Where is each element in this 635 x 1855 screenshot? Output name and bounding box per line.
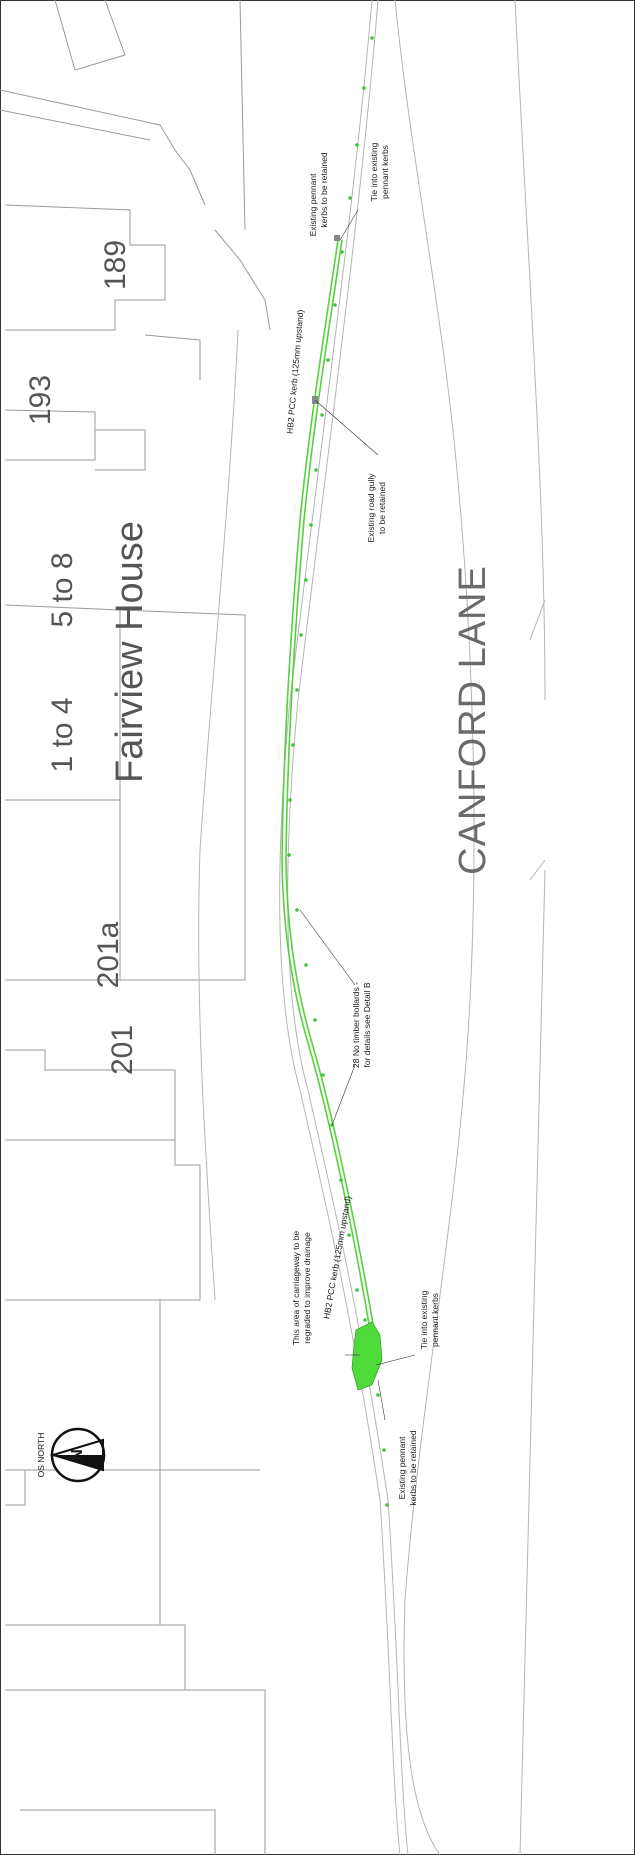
building-5to8-label: 5 to 8 — [46, 552, 79, 627]
tie-bottom-line1: Tie into existing — [419, 1290, 429, 1349]
bollard — [370, 36, 374, 40]
bollard — [313, 1018, 317, 1022]
building-189-label: 189 — [99, 240, 132, 290]
bollard — [340, 250, 344, 254]
bollards-line2: for details see Detail B — [362, 982, 372, 1067]
bollard — [355, 1288, 359, 1292]
bollard — [321, 1073, 325, 1077]
regrade-line2: regraded to improve drainage — [302, 1232, 312, 1344]
annotations: Existing pennant kerbs to be retained Ti… — [285, 142, 440, 1505]
bollard — [382, 1448, 386, 1452]
bollard — [376, 1393, 380, 1397]
bollard — [326, 358, 330, 362]
bollard — [314, 468, 318, 472]
road-name-label: CANFORD LANE — [452, 565, 494, 875]
bollard — [385, 1503, 389, 1507]
regrade-line1: This area of carriageway to be — [291, 1231, 301, 1346]
bollard — [304, 963, 308, 967]
building-1to4-label: 1 to 4 — [46, 697, 79, 772]
bollard — [295, 688, 299, 692]
hb2-kerb-top-label: HB2 PCC kerb (125mm upstand) — [285, 309, 306, 434]
regrade-area — [351, 1321, 383, 1391]
bollard — [347, 1233, 351, 1237]
building-193-label: 193 — [24, 375, 57, 425]
bollard — [333, 303, 337, 307]
bollard — [363, 1318, 367, 1322]
building-201-label: 201 — [106, 1025, 139, 1075]
bollard — [291, 743, 295, 747]
bollards-line1: 28 No timber bollards - — [351, 982, 361, 1068]
leader-lines — [299, 209, 416, 1421]
existing-kerbs-top-line1: Existing pennant — [308, 173, 318, 236]
building-201a-label: 201a — [92, 921, 125, 988]
north-letter: N — [69, 1449, 86, 1461]
gully-line2: to be retained — [377, 482, 387, 534]
tie-bottom-line2: pennant kerbs — [430, 1293, 440, 1347]
tie-top-line2: pennant kerbs — [380, 145, 390, 199]
os-north-label: OS NORTH — [36, 1433, 46, 1478]
fairview-house-label: Fairview House — [109, 521, 151, 783]
bollard — [348, 196, 352, 200]
gully-line1: Existing road gully — [366, 473, 376, 543]
new-kerb-line — [281, 235, 383, 1391]
bollard — [320, 413, 324, 417]
bollard — [355, 143, 359, 147]
bollard — [287, 853, 291, 857]
existing-kerbs-bottom-line1: Existing pennant — [397, 1436, 407, 1499]
existing-kerbs-bottom-line2: kerbs to be retained — [408, 1430, 418, 1505]
bollard — [304, 578, 308, 582]
timber-bollards — [287, 36, 389, 1507]
bollard — [295, 908, 299, 912]
existing-kerbs-top-line2: kerbs to be retained — [319, 152, 329, 227]
tie-top-line1: Tie into existing — [369, 142, 379, 201]
bollard — [339, 1178, 343, 1182]
bollard — [309, 523, 313, 527]
north-arrow: N OS NORTH — [36, 1427, 106, 1483]
building-outlines — [0, 0, 271, 1855]
bollard — [362, 86, 366, 90]
road-edges — [198, 0, 546, 1855]
bollard — [299, 633, 303, 637]
hb2-kerb-bottom-label: HB2 PCC kerb (125mm upstand) — [321, 1195, 353, 1320]
bollard — [288, 798, 292, 802]
kerb-tie-top — [334, 235, 340, 241]
